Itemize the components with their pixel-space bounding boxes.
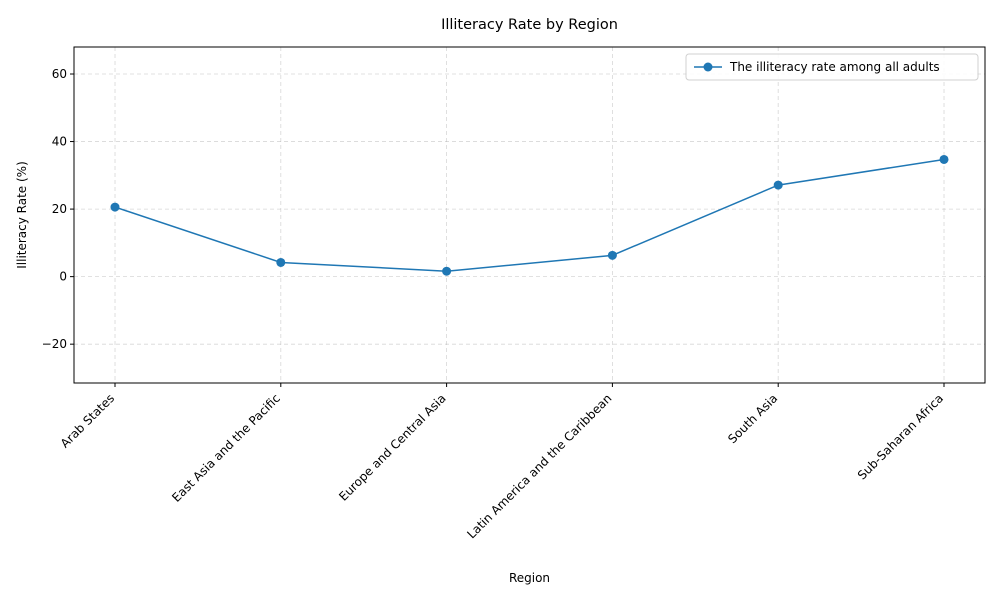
y-tick-label: 60 [52, 67, 67, 81]
legend-marker [703, 62, 713, 72]
grid [74, 47, 985, 383]
axes-frame [73, 46, 986, 384]
y-tick-label: −20 [42, 337, 67, 351]
x-tick-label: Latin America and the Caribbean [464, 391, 614, 541]
x-tick-label: Europe and Central Asia [336, 391, 448, 503]
chart-title: Illiteracy Rate by Region [441, 17, 618, 33]
y-axis-ticks: −20 0 20 40 60 [42, 67, 74, 351]
data-point [442, 266, 452, 276]
legend-label: The illiteracy rate among all adults [729, 60, 940, 74]
y-tick-label: 0 [59, 270, 67, 284]
y-axis-label: Illiteracy Rate (%) [15, 161, 29, 269]
y-tick-label: 20 [52, 202, 67, 216]
data-point [939, 154, 949, 164]
data-point [276, 257, 286, 267]
legend: The illiteracy rate among all adults [685, 53, 979, 81]
y-tick-label: 40 [52, 135, 67, 149]
data-point [110, 202, 120, 212]
data-point [607, 250, 617, 260]
x-tick-label: Sub-Saharan Africa [855, 391, 946, 482]
data-point [773, 180, 783, 190]
x-tick-label: Arab States [58, 391, 117, 450]
series-layer [110, 154, 949, 276]
series-line [114, 158, 945, 272]
x-axis-ticks: Arab States East Asia and the Pacific Euro… [58, 383, 946, 541]
x-tick-label: South Asia [725, 391, 780, 446]
x-tick-label: East Asia and the Pacific [169, 391, 283, 505]
legend-frame [685, 53, 979, 81]
x-axis-label: Region [509, 571, 550, 585]
